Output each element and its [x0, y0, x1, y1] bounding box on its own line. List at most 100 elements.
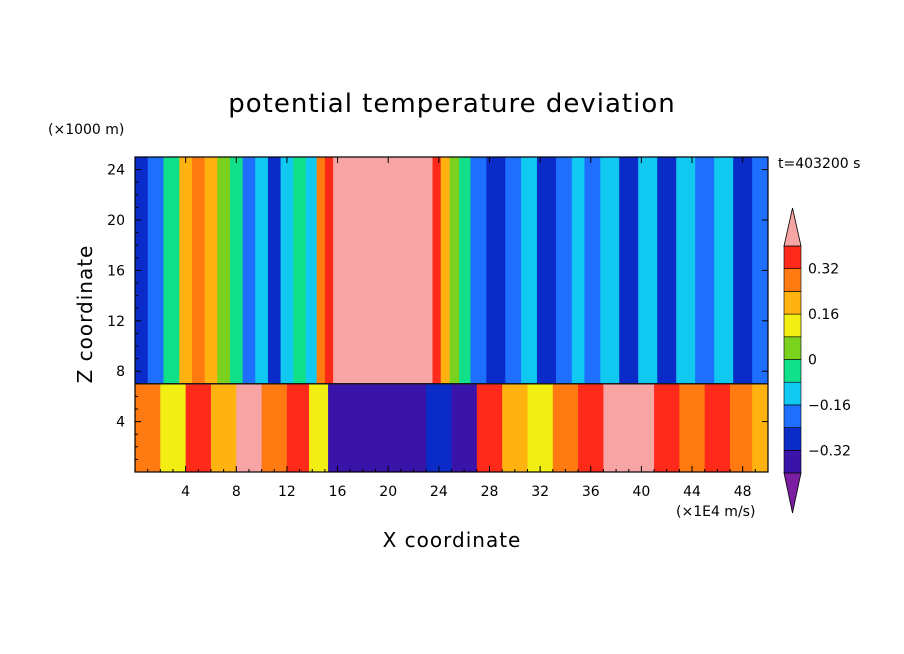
lower-layer-cell [210, 383, 237, 472]
lower-layer-cell [730, 383, 753, 472]
y-tick-label: 8 [116, 364, 125, 380]
upper-layer-cell [695, 157, 715, 384]
lower-layer-cell [451, 383, 478, 472]
upper-layer-cell [619, 157, 639, 384]
time-label: t=403200 s [778, 156, 860, 172]
lower-layer-cell [502, 383, 529, 472]
x-axis-unit: (×1E4 m/s) [676, 504, 755, 520]
upper-layer-cell [449, 157, 460, 384]
colorbar-band [783, 336, 802, 360]
lower-layer-cell [552, 383, 579, 472]
colorbar-tick-label: 0.32 [808, 262, 839, 278]
upper-layer-cell [470, 157, 487, 384]
lower-layer-cell [426, 383, 453, 472]
upper-layer-cell [638, 157, 658, 384]
lower-layer-cell [309, 383, 329, 472]
lower-layer-cell [704, 383, 731, 472]
colorbar-tick-label: −0.16 [808, 398, 851, 414]
chart-title: potential temperature deviation [228, 89, 675, 119]
lower-layer-cell [603, 383, 630, 472]
lower-layer-cell [375, 383, 402, 472]
lower-layer-cell [400, 383, 427, 472]
x-tick-label: 8 [232, 484, 241, 500]
lower-layer-cell [752, 383, 768, 472]
upper-layer-cell [505, 157, 522, 384]
x-tick-label: 28 [481, 484, 499, 500]
lower-layer-cell [328, 383, 351, 472]
upper-layer-cell [733, 157, 753, 384]
upper-layer-cell [280, 157, 294, 384]
upper-layer-cell [571, 157, 586, 384]
upper-layer-cell [459, 157, 472, 384]
lower-layer-cell [185, 383, 212, 472]
upper-layer-cell [204, 157, 218, 384]
x-tick-label: 4 [181, 484, 190, 500]
colorbar: 0.32 0.16 0 −0.16 −0.32 [783, 207, 851, 514]
colorbar-top-arrow [783, 207, 802, 247]
y-tick-label: 24 [107, 163, 125, 179]
upper-layer-cell [229, 157, 244, 384]
upper-layer-cell [333, 157, 351, 384]
y-axis: 4 8 12 16 20 24 [107, 163, 768, 460]
x-tick-label: 12 [278, 484, 296, 500]
lower-layer-cell [578, 383, 605, 472]
upper-layer-cell [657, 157, 677, 384]
upper-layer-cell [536, 157, 557, 384]
x-tick-label: 24 [430, 484, 448, 500]
upper-layer-cell [486, 157, 506, 384]
colorbar-band [783, 449, 802, 474]
lower-layer-cell [679, 383, 706, 472]
upper-layer-cell [714, 157, 734, 384]
y-tick-label: 16 [107, 263, 125, 279]
upper-layer-cell [324, 157, 334, 384]
colorbar-tick-label: 0.16 [808, 307, 839, 323]
lower-layer-cell [350, 383, 377, 472]
upper-layer-cell [147, 157, 165, 384]
lower-layer-cell [527, 383, 554, 472]
colorbar-band [783, 359, 802, 383]
colorbar-band [783, 313, 802, 338]
x-tick-label: 36 [582, 484, 600, 500]
upper-layer-cell [163, 157, 180, 384]
upper-layer-cell [255, 157, 269, 384]
x-tick-label: 20 [379, 484, 397, 500]
upper-layer-cell [400, 157, 422, 384]
colorbar-band [783, 381, 802, 406]
y-axis-unit: (×1000 m) [48, 122, 124, 138]
lower-layer-cell [135, 383, 161, 472]
upper-layer-cell [267, 157, 282, 384]
colorbar-bottom-arrow [783, 472, 802, 514]
upper-layer-cell [600, 157, 620, 384]
upper-layer-cell [217, 157, 231, 384]
upper-layer-cell [521, 157, 538, 384]
lower-layer-cell [160, 383, 187, 472]
lower-layer-cell [476, 383, 503, 472]
lower-layer-cell [654, 383, 680, 472]
lower-layer-cell [628, 383, 655, 472]
y-tick-label: 4 [116, 415, 125, 431]
lower-layer-cell [286, 383, 310, 472]
x-tick-label: 48 [734, 484, 752, 500]
colorbar-band [783, 268, 802, 292]
colorbar-band [783, 404, 802, 428]
colorbar-band [783, 427, 802, 451]
lower-layer-cell [236, 383, 263, 472]
x-tick-label: 32 [531, 484, 549, 500]
colorbar-tick-label: 0 [808, 353, 817, 369]
upper-layer-cell [676, 157, 696, 384]
colorbar-band [783, 245, 802, 270]
upper-layer-cell [432, 157, 442, 384]
upper-layer-cell [375, 157, 402, 384]
colorbar-band [783, 291, 802, 315]
upper-layer-cell [135, 157, 149, 384]
x-axis: 4 8 12 16 20 24 28 32 36 40 44 48 [147, 157, 756, 500]
upper-layer-cell [350, 157, 377, 384]
upper-layer-cell [305, 157, 318, 384]
upper-layer-cell [179, 157, 193, 384]
upper-layer-cell [584, 157, 601, 384]
lower-layer-cell [261, 383, 288, 472]
y-axis-label: Z coordinate [73, 245, 97, 384]
y-tick-label: 12 [107, 314, 125, 330]
upper-layer-cell [440, 157, 451, 384]
upper-layer-cell [421, 157, 434, 384]
